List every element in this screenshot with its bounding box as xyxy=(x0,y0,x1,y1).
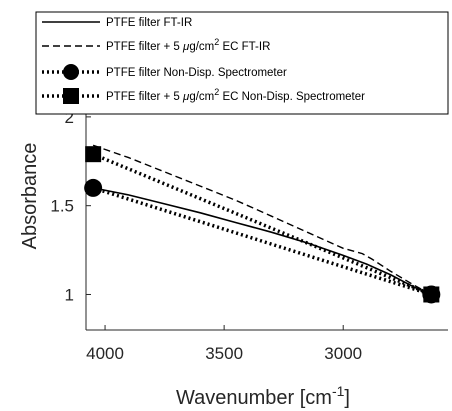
legend-label-nondisp: PTFE filter Non-Disp. Spectrometer xyxy=(106,67,287,79)
plot-frame xyxy=(85,108,448,331)
legend-label-ec-ftir: PTFE filter + 5 μg/cm2 EC FT-IR xyxy=(106,37,270,53)
x-axis-label-main: Wavenumber [cm xyxy=(176,387,332,409)
series-line-0 xyxy=(92,187,432,296)
legend-label-ec-nondisp-sup: 2 xyxy=(214,87,219,97)
x-tick-label: 3500 xyxy=(205,344,243,363)
legend-marker-circle xyxy=(63,64,79,80)
legend-label-ec-ftir-part-1: PTFE filter + 5 xyxy=(106,41,183,53)
x-axis-label-sup: -1 xyxy=(332,383,345,399)
series-layer xyxy=(84,144,441,304)
x-axis-label: Wavenumber [cm-1] xyxy=(176,383,350,409)
x-axis-label-tail: ] xyxy=(344,387,350,409)
series-line-1 xyxy=(92,144,432,296)
series-3-point xyxy=(85,146,102,163)
series-3-point xyxy=(423,286,440,303)
ticks-layer: 4000 3500 3000 1 1.5 2 xyxy=(50,108,362,363)
legend-label-ec-ftir-part-2: g/cm xyxy=(189,41,214,53)
x-tick-label: 3000 xyxy=(324,344,362,363)
legend-marker-square xyxy=(63,88,79,104)
legend-label-ec-ftir-mu: μ xyxy=(182,41,190,53)
legend-label-ec-ftir-part-3: EC FT-IR xyxy=(219,41,270,53)
legend-label-ec-nondisp-mu: μ xyxy=(182,91,190,103)
legend-box xyxy=(35,11,449,115)
y-tick-label: 1 xyxy=(65,285,74,304)
y-tick-label: 2 xyxy=(65,108,74,127)
legend-label-ec-ftir-sup: 2 xyxy=(214,37,219,47)
series-line-2 xyxy=(92,186,432,297)
legend: PTFE filter FT-IR PTFE filter + 5 μg/cm2… xyxy=(35,11,449,115)
legend-label-ftir: PTFE filter FT-IR xyxy=(106,17,192,29)
series-line-3 xyxy=(92,152,432,297)
legend-label-ec-nondisp: PTFE filter + 5 μg/cm2 EC Non-Disp. Spec… xyxy=(106,87,365,103)
legend-label-ec-nondisp-part-2: g/cm xyxy=(189,91,214,103)
y-axis-label: Absorbance xyxy=(19,143,41,250)
legend-label-ec-nondisp-part-3: EC Non-Disp. Spectrometer xyxy=(219,91,365,103)
y-tick-label: 1.5 xyxy=(50,197,74,216)
x-tick-label: 4000 xyxy=(86,344,124,363)
series-2-point xyxy=(84,178,103,197)
legend-label-ec-nondisp-part-1: PTFE filter + 5 xyxy=(106,91,183,103)
